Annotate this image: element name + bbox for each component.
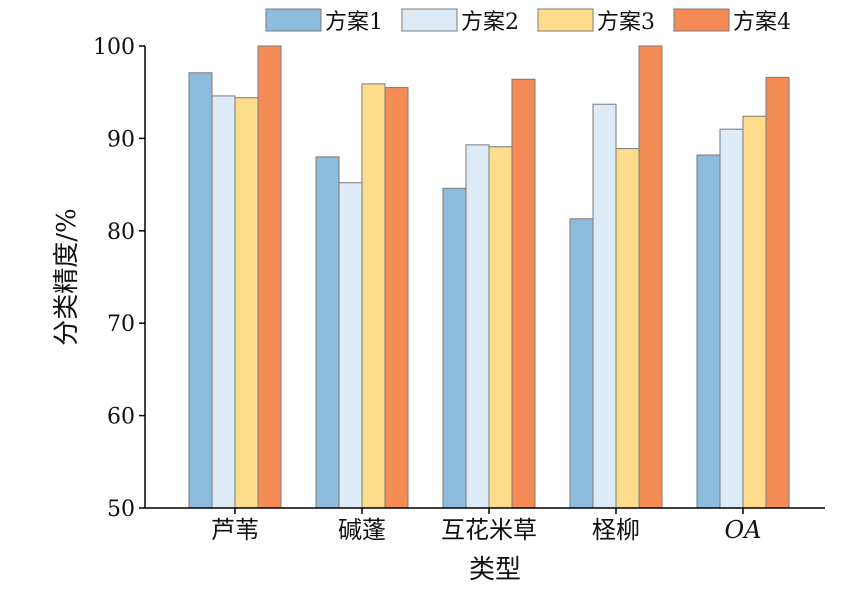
bar-3-0 <box>234 97 259 509</box>
legend-label-4: 方案4 <box>733 10 791 35</box>
y-tick-label: 50 <box>107 497 135 522</box>
legend: 方案1 方案2 方案3 方案4 <box>265 8 791 35</box>
bar-1-1 <box>315 156 340 509</box>
axes: 芦苇 碱蓬 互花米草 柽柳 OA 50 60 70 80 90 100 <box>93 35 825 544</box>
bar-1-4 <box>696 154 721 509</box>
y-tick-label: 70 <box>107 312 135 337</box>
bar-4-1 <box>384 87 409 509</box>
bar-2-1 <box>338 182 363 509</box>
x-tick-label: 碱蓬 <box>338 516 386 544</box>
y-axis-label: 分类精度/% <box>52 208 82 345</box>
bar-1-2 <box>442 187 467 509</box>
bar-3-2 <box>488 146 513 509</box>
bar-4-4 <box>765 76 790 509</box>
legend-swatch-1 <box>265 8 322 32</box>
bar-1-3 <box>569 218 594 509</box>
legend-label-2: 方案2 <box>461 10 519 35</box>
bar-4-0 <box>257 45 282 509</box>
bar-2-4 <box>719 128 744 509</box>
bar-2-2 <box>465 144 490 509</box>
y-tick-label: 100 <box>93 35 135 60</box>
bar-1-0 <box>188 72 213 509</box>
legend-swatch-3 <box>537 8 594 32</box>
bar-2-0 <box>211 95 236 509</box>
x-tick-label: 互花米草 <box>441 516 537 544</box>
bar-3-1 <box>361 83 386 509</box>
bar-4-3 <box>638 45 663 509</box>
legend-label-3: 方案3 <box>597 10 655 35</box>
legend-swatch-4 <box>673 8 730 32</box>
bars <box>188 45 790 509</box>
x-axis-label: 类型 <box>469 555 521 585</box>
y-tick-label: 80 <box>107 220 135 245</box>
bar-4-2 <box>511 78 536 509</box>
bar-3-4 <box>742 115 767 509</box>
bar-2-3 <box>592 103 617 509</box>
legend-label-1: 方案1 <box>325 10 383 35</box>
x-tick-label: 柽柳 <box>592 516 640 544</box>
bar-3-3 <box>615 148 640 509</box>
legend-swatch-2 <box>401 8 458 32</box>
y-tick-label: 90 <box>107 127 135 152</box>
x-tick-label: 芦苇 <box>211 516 259 544</box>
x-tick-label: OA <box>724 516 761 544</box>
y-tick-label: 60 <box>107 405 135 430</box>
